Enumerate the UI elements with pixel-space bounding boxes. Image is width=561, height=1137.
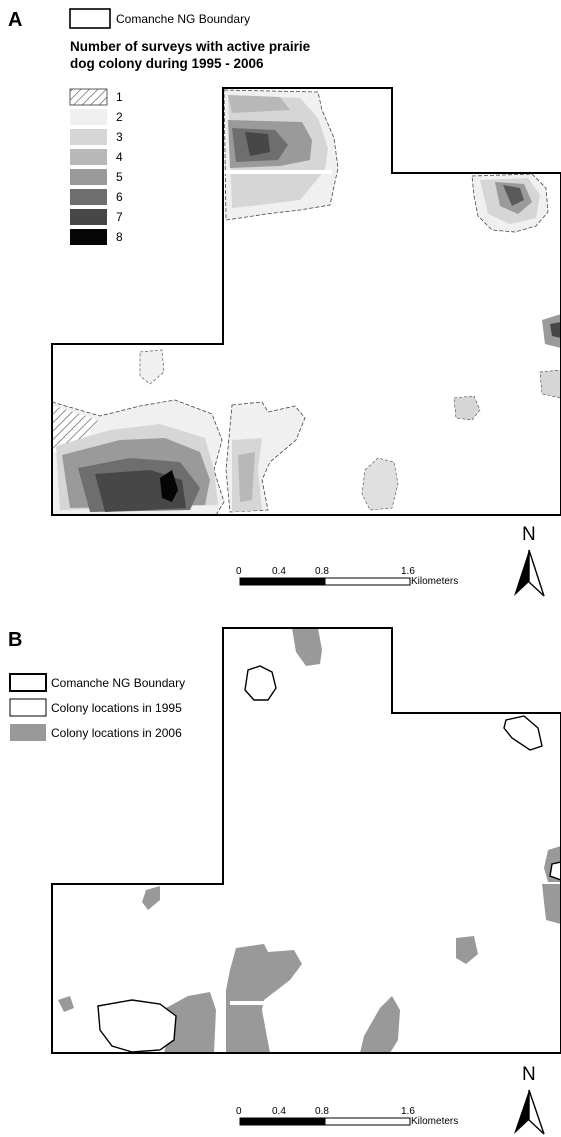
scale-bar-b: 0 0.4 0.8 1.6 Kilometers xyxy=(236,1106,458,1127)
legend-b-2006-label: Colony locations in 2006 xyxy=(51,726,182,740)
north-a-label: N xyxy=(522,524,536,545)
colony-2006-right-2 xyxy=(542,884,561,924)
class-swatch-2 xyxy=(70,109,107,125)
colony-2006-gap xyxy=(230,1001,270,1005)
north-arrow-a: N xyxy=(514,524,545,597)
north-b-label: N xyxy=(522,1064,536,1085)
scale-a-tick-2: 0.8 xyxy=(315,566,329,577)
colony-1995-lower-left xyxy=(97,999,177,1053)
legend-title-line-1: Number of surveys with active prairie xyxy=(70,39,311,54)
class-legend: 1 2 3 4 5 6 7 8 xyxy=(69,88,123,245)
legend-title-line-2: dog colony during 1995 - 2006 xyxy=(70,56,264,71)
panel-b-letter: B xyxy=(8,629,22,651)
colony-right-edge-a xyxy=(539,314,561,399)
colony-center-a xyxy=(225,401,306,513)
scale-b-unit: Kilometers xyxy=(411,1116,458,1127)
scale-a-tick-3: 1.6 xyxy=(401,566,415,577)
class-swatch-8 xyxy=(70,229,107,245)
scale-b-tick-2: 0.8 xyxy=(315,1106,329,1117)
colony-2006-center xyxy=(226,944,302,1053)
scale-bar-b-light xyxy=(324,1117,411,1126)
scale-bar-b-dark xyxy=(239,1117,326,1126)
class-label-1: 1 xyxy=(116,90,123,104)
colony-2006-small-3 xyxy=(58,996,74,1012)
legend-b-1995-label: Colony locations in 1995 xyxy=(51,701,182,715)
north-b-arrow-dark xyxy=(514,1090,529,1134)
colony-top-a xyxy=(222,89,339,221)
legend-b-2006-swatch xyxy=(10,724,46,741)
colony-1995-top xyxy=(244,665,277,701)
class-label-5: 5 xyxy=(116,170,123,184)
class-swatch-3 xyxy=(70,129,107,145)
north-b-arrow-light xyxy=(528,1089,545,1135)
scale-a-unit: Kilometers xyxy=(411,576,458,587)
panel-a-map xyxy=(52,89,561,515)
colony-1995-upper-right xyxy=(503,715,543,751)
scale-bar-a: 0 0.4 0.8 1.6 Kilometers xyxy=(236,566,458,587)
colony-small-a-2 xyxy=(453,395,481,421)
colony-small-a-3 xyxy=(361,457,399,511)
colony-2006-small-2 xyxy=(456,936,478,964)
legend-b-boundary-swatch xyxy=(9,673,47,692)
scale-bar-a-light xyxy=(324,577,411,586)
colony-1995-right xyxy=(549,861,561,881)
panel-a: A Comanche NG Boundary Number of surveys… xyxy=(8,8,561,597)
class-swatch-4 xyxy=(70,149,107,165)
panel-b-map xyxy=(58,628,561,1053)
class-label-7: 7 xyxy=(116,210,123,224)
colony-upper-right-a xyxy=(471,173,549,233)
panel-b: B Comanche NG Boundary Colony locations … xyxy=(8,627,561,1135)
class-label-8: 8 xyxy=(116,230,123,244)
colony-lower-left-a xyxy=(52,399,225,515)
class-label-4: 4 xyxy=(116,150,123,164)
north-arrow-b: N xyxy=(514,1064,545,1135)
legend-b-1995-swatch xyxy=(9,698,47,717)
colony-2006-small-1 xyxy=(142,886,160,910)
boundary-a xyxy=(51,87,561,516)
class-swatch-5 xyxy=(70,169,107,185)
class-swatch-6 xyxy=(70,189,107,205)
legend-b-boundary-label: Comanche NG Boundary xyxy=(51,676,185,690)
panel-a-letter: A xyxy=(8,9,22,31)
scale-a-tick-0: 0 xyxy=(236,566,242,577)
north-a-arrow-dark xyxy=(514,550,529,596)
colonies-2006 xyxy=(58,628,561,1053)
scale-bar-a-dark xyxy=(239,577,326,586)
panel-b-legend: Comanche NG Boundary Colony locations in… xyxy=(9,673,185,741)
scale-b-tick-3: 1.6 xyxy=(401,1106,415,1117)
boundary-legend-swatch xyxy=(69,8,111,29)
panel-a-legend: Comanche NG Boundary Number of surveys w… xyxy=(69,8,311,245)
colony-2006-top xyxy=(292,628,322,666)
north-a-arrow-light xyxy=(528,549,545,597)
colony-2006-lower-mid xyxy=(360,996,400,1053)
colony-small-a-1 xyxy=(139,349,165,385)
class-swatch-7 xyxy=(70,209,107,225)
class-label-2: 2 xyxy=(116,110,123,124)
class-label-3: 3 xyxy=(116,130,123,144)
boundary-legend-label: Comanche NG Boundary xyxy=(116,12,250,26)
class-label-6: 6 xyxy=(116,190,123,204)
class-swatch-1 xyxy=(69,88,108,106)
scale-b-tick-1: 0.4 xyxy=(272,1106,286,1117)
boundary-b xyxy=(51,627,561,1054)
scale-b-tick-0: 0 xyxy=(236,1106,242,1117)
scale-a-tick-1: 0.4 xyxy=(272,566,286,577)
colony-2006-lower-left xyxy=(164,992,216,1053)
